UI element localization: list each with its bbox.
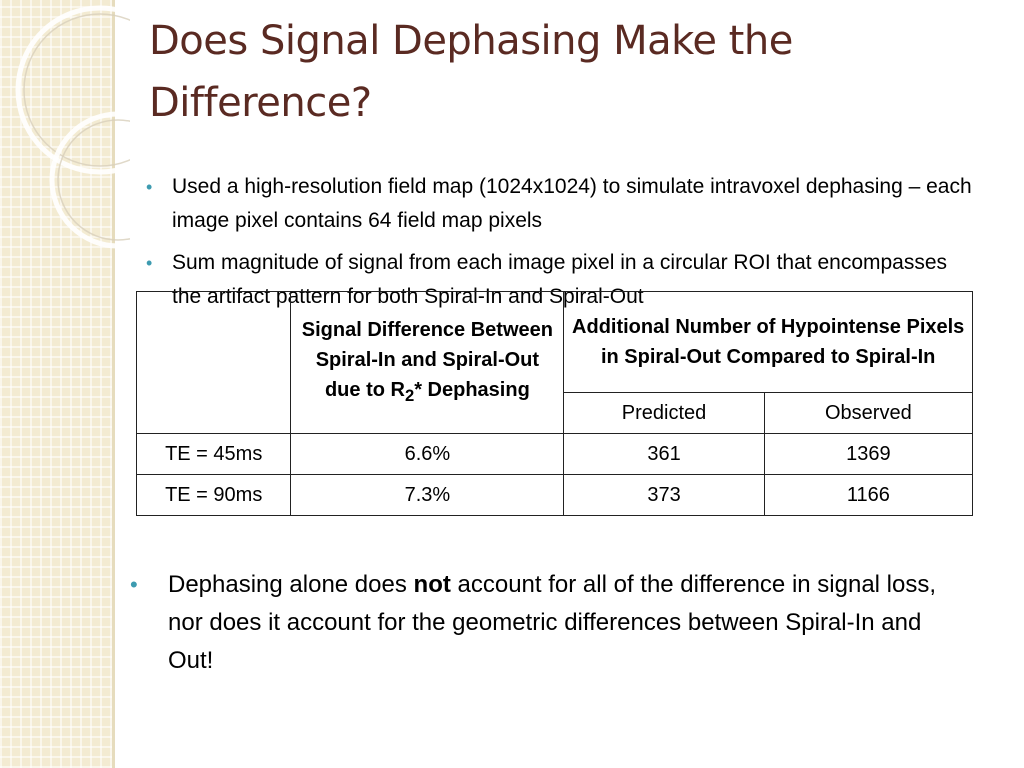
cell-observed: 1166 xyxy=(763,474,974,516)
decorative-side-panel xyxy=(0,0,114,768)
conclusion-list: • Dephasing alone does not account for a… xyxy=(130,566,970,680)
cell-observed: 1369 xyxy=(763,433,974,475)
conclusion-text-after: account for all of the difference in sig… xyxy=(168,571,937,674)
conclusion-item: • Dephasing alone does not account for a… xyxy=(130,566,970,680)
table-row: TE = 90ms 7.3% 373 1166 xyxy=(135,474,974,516)
table-row: TE = 45ms 6.6% 361 1369 xyxy=(135,433,974,475)
table-subheader-row: Predicted Observed xyxy=(137,392,974,434)
bullet-marker: • xyxy=(146,253,153,273)
header-observed: Observed xyxy=(763,392,974,434)
bullet-marker: • xyxy=(146,177,153,197)
slide-title: Does Signal Dephasing Make the Differenc… xyxy=(149,18,793,126)
cell-signal: 7.3% xyxy=(290,474,565,516)
cell-te: TE = 90ms xyxy=(135,474,292,516)
bullet-text: Used a high-resolution field map (1024x1… xyxy=(172,175,972,232)
header-signal-difference: Signal Difference Between Spiral-In and … xyxy=(290,291,565,434)
conclusion-text-before: Dephasing alone does xyxy=(168,571,414,598)
side-panel-edge xyxy=(112,0,115,768)
bullet-item: • Used a high-resolution field map (1024… xyxy=(146,170,976,238)
header-additional-pixels: Additional Number of Hypointense Pixels … xyxy=(563,291,973,393)
conclusion-emphasis: not xyxy=(413,571,451,598)
decorative-circles xyxy=(15,5,130,249)
table-corner-cell xyxy=(135,291,292,434)
cell-signal: 6.6% xyxy=(290,433,565,475)
header-predicted: Predicted xyxy=(563,392,765,434)
cell-te: TE = 45ms xyxy=(135,433,292,475)
bullet-marker: • xyxy=(130,572,138,597)
bullet-list: • Used a high-resolution field map (1024… xyxy=(146,170,976,322)
cell-predicted: 373 xyxy=(563,474,765,516)
table-header-row: Signal Difference Between Spiral-In and … xyxy=(135,291,973,434)
cell-predicted: 361 xyxy=(563,433,765,475)
results-table: Signal Difference Between Spiral-In and … xyxy=(135,291,974,516)
